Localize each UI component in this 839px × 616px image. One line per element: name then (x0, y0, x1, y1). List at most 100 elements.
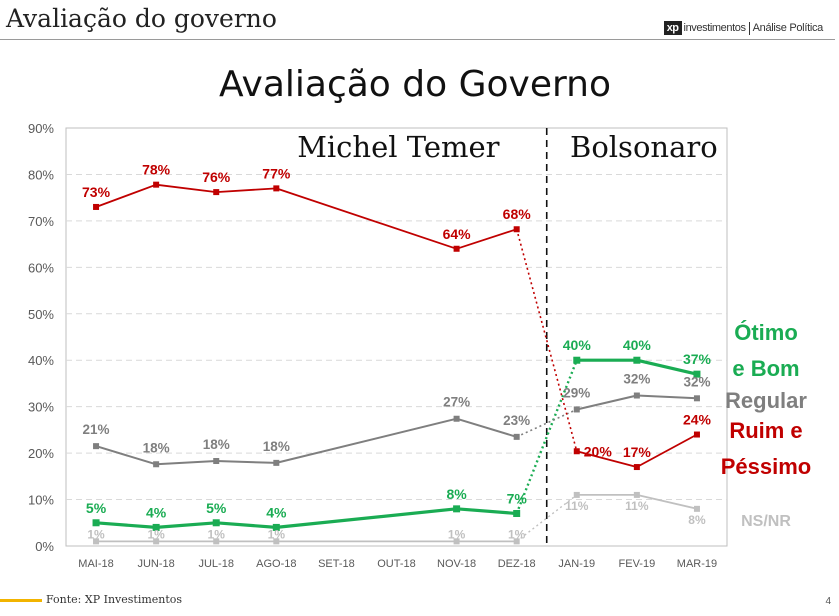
data-point (573, 356, 581, 364)
data-point (513, 538, 520, 545)
y-tick-label: 60% (28, 260, 54, 275)
data-point (273, 185, 280, 192)
y-tick-label: 90% (28, 121, 54, 136)
y-tick-label: 70% (28, 214, 54, 229)
footer-source: Fonte: XP Investimentos (46, 593, 183, 606)
data-label: 7% (507, 490, 528, 506)
data-label: 8% (688, 513, 706, 527)
y-tick-label: 50% (28, 307, 54, 322)
data-point (212, 519, 220, 527)
legend-entry: e Bom (732, 356, 799, 381)
y-tick-label: 10% (28, 493, 54, 508)
legend-entry: NS/NR (741, 513, 791, 530)
y-tick-label: 40% (28, 353, 54, 368)
data-point (152, 523, 160, 531)
series-line (95, 507, 517, 529)
data-label: 78% (142, 162, 171, 178)
data-point (633, 464, 640, 471)
data-label: 1% (147, 527, 165, 541)
header-divider (0, 39, 835, 40)
data-point (453, 538, 460, 545)
data-label: 40% (563, 337, 592, 353)
brand-unit: Análise Política (752, 22, 824, 34)
brand-divider (748, 21, 750, 35)
data-point (153, 461, 160, 468)
x-tick-label: JUN-18 (137, 558, 174, 570)
data-point (453, 415, 460, 422)
series-line (95, 417, 517, 466)
data-point (513, 226, 520, 233)
data-point (453, 505, 461, 513)
data-point (93, 538, 100, 545)
brand-name: investimentos (683, 22, 746, 34)
xp-logo-icon: xp (663, 21, 682, 35)
footer-accent-bar (0, 599, 42, 602)
data-label: 76% (202, 169, 231, 185)
data-point (453, 245, 460, 252)
brand-logo: xp investimentos Análise Política (663, 20, 824, 36)
data-point (693, 395, 700, 402)
data-label: 4% (146, 504, 167, 520)
y-tick-label: 0% (35, 539, 54, 554)
data-label: 1% (208, 527, 226, 541)
x-tick-label: SET-18 (318, 558, 355, 570)
data-label: 20% (584, 443, 613, 459)
x-tick-label: NOV-18 (437, 558, 476, 570)
data-label: 18% (203, 437, 230, 452)
x-tick-label: FEV-19 (619, 558, 656, 570)
data-point (513, 433, 520, 440)
line-chart: 0% 10% 20% 30% 40% 50% 60% 70% 80% 90% MAI-18 JUN-1… (28, 121, 811, 570)
data-label: 1% (87, 527, 105, 541)
data-point (693, 505, 700, 512)
data-point (573, 406, 580, 413)
y-tick-label: 80% (28, 167, 54, 182)
legend-entry: Ótimo (734, 320, 798, 345)
data-label: 64% (443, 226, 472, 242)
data-point (273, 538, 280, 545)
x-tick-label: DEZ-18 (498, 558, 536, 570)
x-tick-label: JAN-19 (558, 558, 595, 570)
data-label: 17% (623, 444, 652, 460)
data-point (93, 443, 100, 450)
data-point (213, 538, 220, 545)
data-label: 18% (143, 440, 170, 455)
data-point (633, 392, 640, 399)
page-number: 4 (825, 596, 831, 607)
data-label: 21% (83, 422, 110, 437)
annotation-michel-temer: Michel Temer (297, 130, 499, 164)
y-tick-label: 30% (28, 400, 54, 415)
page-header: Avaliação do governo xp investimentos An… (0, 0, 839, 40)
data-label: 11% (565, 499, 589, 513)
data-point (93, 203, 100, 210)
data-point (153, 181, 160, 188)
data-label: 73% (82, 184, 111, 200)
data-label: 5% (86, 500, 107, 516)
data-point (693, 431, 700, 438)
page-title: Avaliação do governo (6, 4, 277, 33)
x-tick-label: MAI-18 (78, 558, 113, 570)
data-label: 68% (503, 206, 532, 222)
data-label: 24% (683, 412, 712, 428)
data-label: 32% (623, 372, 650, 387)
data-label: 1% (268, 527, 286, 541)
data-label: 5% (206, 500, 227, 516)
data-point (573, 491, 580, 498)
x-tick-label: AGO-18 (256, 558, 296, 570)
data-label: 77% (262, 165, 291, 181)
data-label: 29% (563, 385, 590, 400)
series-line (95, 183, 517, 250)
data-point (693, 370, 701, 378)
chart-title: Avaliação do Governo (219, 64, 611, 105)
data-label: 32% (683, 374, 710, 389)
data-label: 23% (503, 413, 530, 428)
data-point (213, 189, 220, 196)
data-label: 1% (448, 527, 466, 541)
legend-entry: Ruim e (729, 418, 802, 443)
data-label: 1% (508, 527, 526, 541)
data-label: 37% (683, 351, 712, 367)
data-label: 27% (443, 395, 470, 410)
data-point (573, 448, 580, 455)
plot-frame (65, 127, 728, 547)
data-label: 4% (266, 504, 287, 520)
data-point (513, 509, 521, 517)
